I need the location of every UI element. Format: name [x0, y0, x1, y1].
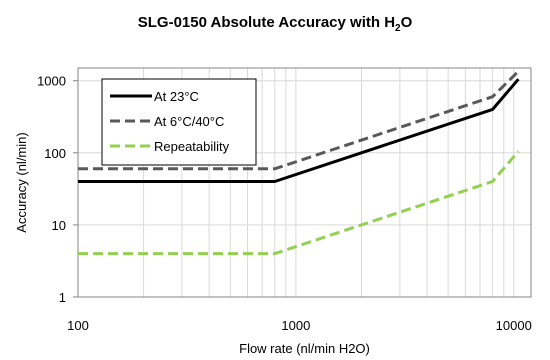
- x-tick-label: 1000: [281, 318, 310, 333]
- y-tick-label: 100: [44, 146, 66, 161]
- chart-title-main: SLG-0150 Absolute Accuracy with H: [138, 14, 395, 31]
- x-tick-label: 100: [67, 318, 89, 333]
- tick-labels: 100 1000 10000 1 10 100 1000: [37, 74, 532, 333]
- x-tick-label: 10000: [496, 318, 532, 333]
- y-tick-label: 1000: [37, 74, 66, 89]
- chart-title: SLG-0150 Absolute Accuracy with H2O: [138, 14, 413, 34]
- y-tick-label: 10: [52, 218, 66, 233]
- chart-title-suffix: O: [401, 14, 413, 31]
- series-line-at-6-c-40-c: [78, 70, 520, 171]
- series-layer: [78, 70, 520, 256]
- legend: At 23°C At 6°C/40°C Repeatability: [101, 78, 257, 166]
- legend-label-at-6-c-40-c: At 6°C/40°C: [154, 114, 224, 129]
- legend-label-at-23-c: At 23°C: [154, 89, 199, 104]
- series-line-at-23-c: [78, 78, 520, 183]
- y-axis-label: Accuracy (nl/min): [14, 132, 29, 232]
- series-line-repeatability: [78, 150, 520, 256]
- y-tick-label: 1: [59, 290, 66, 305]
- legend-label-repeatability: Repeatability: [154, 139, 230, 154]
- x-axis-label: Flow rate (nl/min H2O): [239, 341, 370, 356]
- chart-title-subscript: 2: [395, 23, 401, 34]
